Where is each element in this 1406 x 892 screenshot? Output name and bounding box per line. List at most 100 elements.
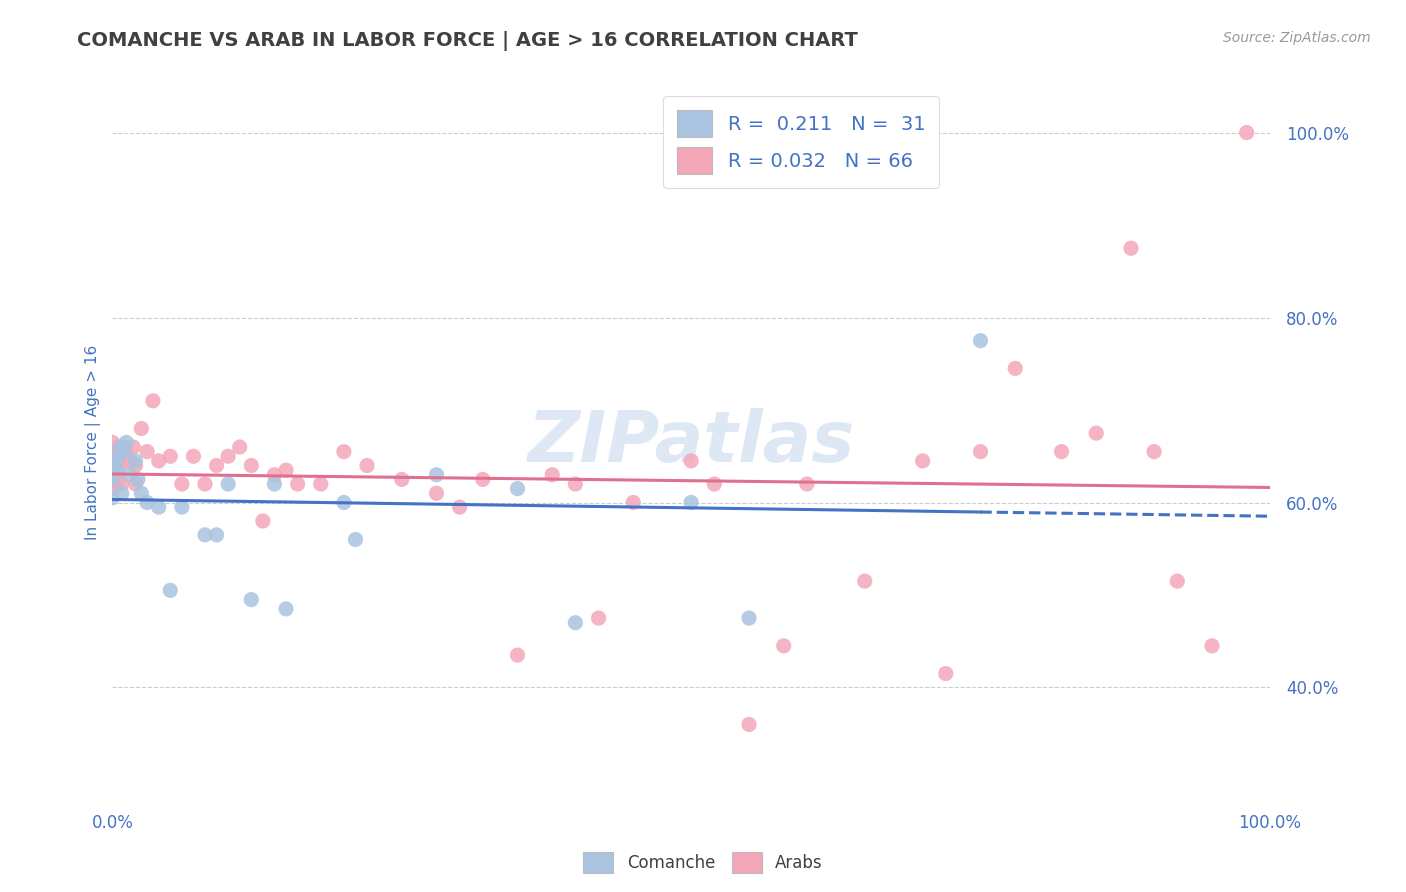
Point <box>112 444 135 458</box>
Point <box>240 592 263 607</box>
Point <box>194 528 217 542</box>
Point <box>356 458 378 473</box>
Point <box>274 602 297 616</box>
Point <box>104 458 127 473</box>
Point <box>105 463 128 477</box>
Point <box>911 454 934 468</box>
Point <box>101 463 124 477</box>
Point <box>287 477 309 491</box>
Point <box>240 458 263 473</box>
Point <box>131 486 153 500</box>
Point <box>853 574 876 588</box>
Point <box>107 440 129 454</box>
Point <box>148 500 170 515</box>
Point <box>252 514 274 528</box>
Point <box>136 495 159 509</box>
Point <box>471 472 494 486</box>
Point <box>148 454 170 468</box>
Point <box>205 458 228 473</box>
Legend: Comanche, Arabs: Comanche, Arabs <box>576 846 830 880</box>
Point <box>142 393 165 408</box>
Point <box>136 444 159 458</box>
Point <box>111 486 134 500</box>
Point <box>263 477 285 491</box>
Point <box>1166 574 1188 588</box>
Point <box>1236 126 1258 140</box>
Point <box>112 440 135 454</box>
Point <box>101 444 124 458</box>
Point <box>681 495 703 509</box>
Point <box>101 472 124 486</box>
Y-axis label: In Labor Force | Age > 16: In Labor Force | Age > 16 <box>86 345 101 540</box>
Point <box>101 482 124 496</box>
Point <box>541 467 564 482</box>
Point <box>115 444 138 458</box>
Point <box>391 472 413 486</box>
Point <box>1119 241 1142 255</box>
Point <box>588 611 610 625</box>
Point <box>101 458 124 473</box>
Point <box>101 472 124 486</box>
Point <box>217 450 239 464</box>
Point <box>101 477 124 491</box>
Point <box>101 435 124 450</box>
Point <box>263 467 285 482</box>
Text: ZIPatlas: ZIPatlas <box>527 408 855 477</box>
Point <box>131 421 153 435</box>
Point <box>127 472 149 486</box>
Point <box>115 435 138 450</box>
Point <box>104 450 127 464</box>
Point <box>170 500 193 515</box>
Point <box>205 528 228 542</box>
Point <box>681 454 703 468</box>
Point <box>969 444 991 458</box>
Point <box>969 334 991 348</box>
Point <box>333 495 356 509</box>
Point <box>796 477 818 491</box>
Point <box>344 533 367 547</box>
Point <box>738 611 761 625</box>
Point <box>124 477 146 491</box>
Text: Source: ZipAtlas.com: Source: ZipAtlas.com <box>1223 31 1371 45</box>
Point <box>564 615 586 630</box>
Point <box>935 666 957 681</box>
Point <box>425 486 447 500</box>
Point <box>101 491 124 505</box>
Point <box>506 648 529 662</box>
Point <box>449 500 471 515</box>
Point <box>506 482 529 496</box>
Point <box>217 477 239 491</box>
Point <box>107 450 129 464</box>
Point <box>1085 426 1108 441</box>
Point <box>122 440 145 454</box>
Point <box>101 454 124 468</box>
Point <box>425 467 447 482</box>
Point <box>309 477 332 491</box>
Point <box>107 472 129 486</box>
Point <box>333 444 356 458</box>
Point <box>229 440 252 454</box>
Point <box>111 477 134 491</box>
Point <box>703 477 725 491</box>
Point <box>1201 639 1223 653</box>
Point <box>159 450 181 464</box>
Point <box>108 454 131 468</box>
Point <box>104 444 127 458</box>
Point <box>274 463 297 477</box>
Point <box>1004 361 1026 376</box>
Point <box>1050 444 1073 458</box>
Point <box>124 458 146 473</box>
Point <box>1143 444 1166 458</box>
Point <box>110 440 132 454</box>
Legend: R =  0.211   N =  31, R = 0.032   N = 66: R = 0.211 N = 31, R = 0.032 N = 66 <box>664 96 939 188</box>
Point <box>194 477 217 491</box>
Point <box>621 495 644 509</box>
Point <box>159 583 181 598</box>
Point <box>772 639 794 653</box>
Point <box>183 450 205 464</box>
Point <box>124 454 146 468</box>
Point <box>564 477 586 491</box>
Point <box>118 454 141 468</box>
Point <box>170 477 193 491</box>
Text: COMANCHE VS ARAB IN LABOR FORCE | AGE > 16 CORRELATION CHART: COMANCHE VS ARAB IN LABOR FORCE | AGE > … <box>77 31 858 51</box>
